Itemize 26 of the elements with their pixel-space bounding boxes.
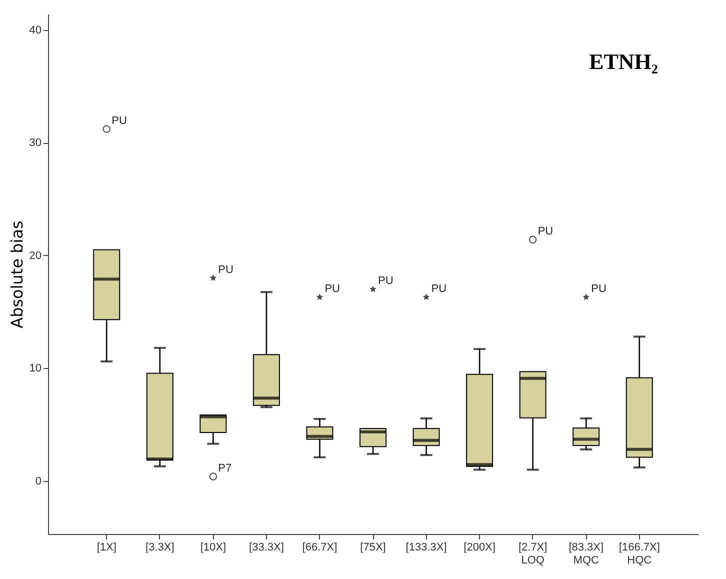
y-tick-label: 10	[29, 362, 42, 375]
x-tick-label: [133.3X]	[406, 542, 447, 554]
annotation: PU	[218, 264, 234, 276]
annotation: PU	[591, 283, 606, 296]
y-axis-title: Absolute bias	[7, 220, 26, 328]
annotation: PU	[538, 226, 554, 238]
x-tick-label: [66.7X]	[302, 542, 338, 554]
x-tick-label: [2.7X] LOQ	[518, 542, 548, 566]
x-tick-label: [3.3X]	[146, 542, 174, 554]
annotation: PU	[112, 115, 127, 128]
x-tick-label: [33.3X]	[249, 542, 284, 554]
x-tick-label: [75X]	[360, 542, 386, 554]
y-tick-label: 30	[29, 137, 42, 150]
annotation: PU	[378, 275, 394, 288]
x-tick-label: [166.7X] HQC	[618, 542, 660, 566]
annotation: PU	[431, 283, 447, 296]
x-tick-label: [1X]	[96, 542, 116, 554]
y-tick-label: 40	[29, 24, 42, 36]
annotation: PU	[324, 283, 340, 296]
text: ETNH₂	[589, 49, 658, 74]
x-tick-label: [10X]	[200, 542, 226, 554]
y-tick-label: 20	[29, 250, 42, 262]
x-tick-label: [83.3X] MQC	[568, 542, 604, 566]
x-tick-label: [200X]	[464, 542, 496, 554]
y-tick-label: 0	[35, 475, 42, 488]
annotation: P7	[218, 462, 232, 474]
